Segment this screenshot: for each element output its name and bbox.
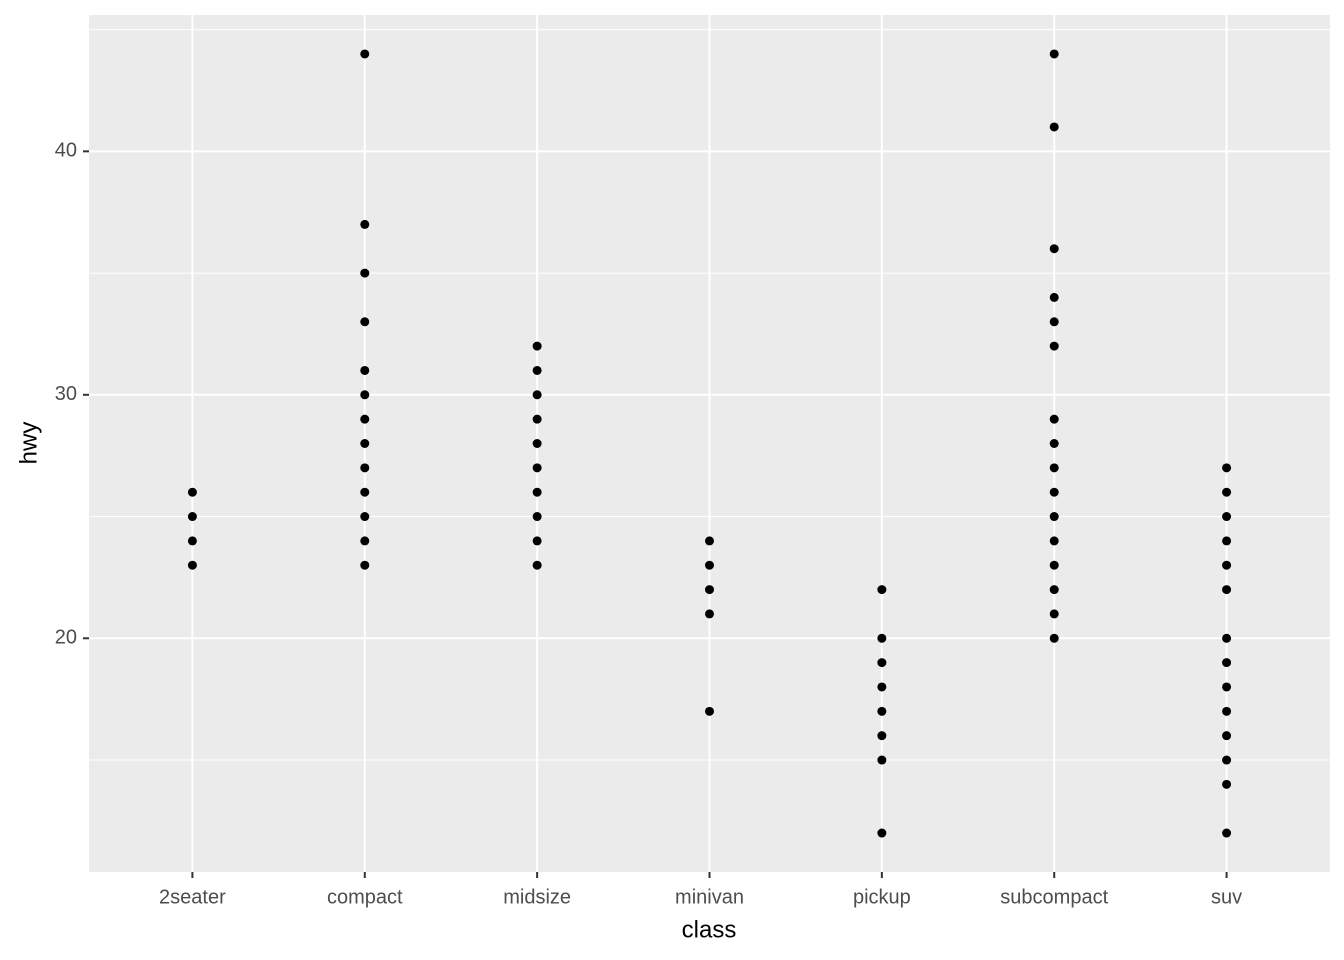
point — [1049, 609, 1059, 619]
point — [1049, 122, 1059, 132]
y-tick-label: 20 — [55, 627, 77, 649]
point — [360, 512, 370, 522]
point — [1049, 439, 1059, 448]
point — [1222, 658, 1232, 668]
point — [877, 828, 887, 838]
point — [1049, 487, 1059, 497]
point — [360, 390, 370, 400]
point — [360, 439, 370, 448]
point — [705, 706, 714, 716]
point — [532, 512, 542, 522]
point — [1049, 317, 1059, 327]
point — [1222, 463, 1232, 473]
x-tick-label: pickup — [853, 886, 911, 908]
point — [1049, 414, 1059, 424]
point — [1049, 49, 1059, 59]
point — [877, 731, 887, 741]
point — [1222, 585, 1232, 595]
point — [705, 585, 714, 595]
point — [1049, 536, 1059, 546]
point — [187, 487, 197, 497]
point — [1049, 512, 1059, 522]
point — [1222, 779, 1232, 789]
point — [532, 487, 542, 497]
point — [532, 463, 542, 473]
point — [1049, 633, 1059, 643]
point — [1049, 560, 1059, 570]
point — [360, 414, 370, 424]
point — [1049, 463, 1059, 473]
point — [1222, 536, 1232, 546]
point — [1222, 706, 1232, 716]
point — [532, 390, 542, 400]
point — [1222, 682, 1232, 692]
point — [1049, 341, 1059, 351]
point — [1222, 731, 1232, 741]
point — [360, 317, 370, 327]
point — [360, 487, 370, 497]
point — [532, 560, 542, 570]
point — [1049, 585, 1059, 595]
x-tick-label: minivan — [675, 886, 744, 908]
point — [360, 560, 370, 570]
x-tick-label: suv — [1211, 886, 1242, 908]
point — [360, 365, 370, 375]
point — [1222, 512, 1232, 522]
point — [187, 512, 197, 522]
point — [1222, 755, 1232, 765]
point — [360, 268, 370, 278]
point — [1222, 487, 1232, 497]
x-axis-title: class — [682, 916, 737, 943]
point — [705, 536, 714, 546]
point — [532, 341, 542, 351]
point — [187, 536, 197, 546]
point — [1222, 560, 1232, 570]
point — [360, 219, 370, 229]
point — [1222, 828, 1232, 838]
point — [532, 414, 542, 424]
point — [705, 609, 714, 619]
point — [1049, 292, 1059, 302]
point — [532, 439, 542, 448]
point — [877, 706, 887, 716]
point — [877, 658, 887, 668]
point — [705, 560, 714, 570]
point — [877, 633, 887, 643]
point — [360, 536, 370, 546]
point — [877, 682, 887, 692]
point — [532, 365, 542, 375]
x-tick-label: 2seater — [159, 886, 226, 908]
points — [187, 49, 1232, 838]
point — [1222, 633, 1232, 643]
point — [187, 560, 197, 570]
point — [1049, 244, 1059, 254]
y-tick-label: 30 — [55, 383, 77, 405]
point — [360, 49, 370, 59]
point — [360, 463, 370, 473]
y-tick-label: 40 — [55, 140, 77, 162]
x-tick-label: midsize — [503, 886, 571, 908]
x-tick-label: compact — [327, 886, 403, 908]
point — [877, 585, 887, 595]
y-axis-title: hwy — [15, 422, 42, 465]
point — [532, 536, 542, 546]
x-tick-label: subcompact — [1000, 886, 1108, 908]
point — [877, 755, 887, 765]
